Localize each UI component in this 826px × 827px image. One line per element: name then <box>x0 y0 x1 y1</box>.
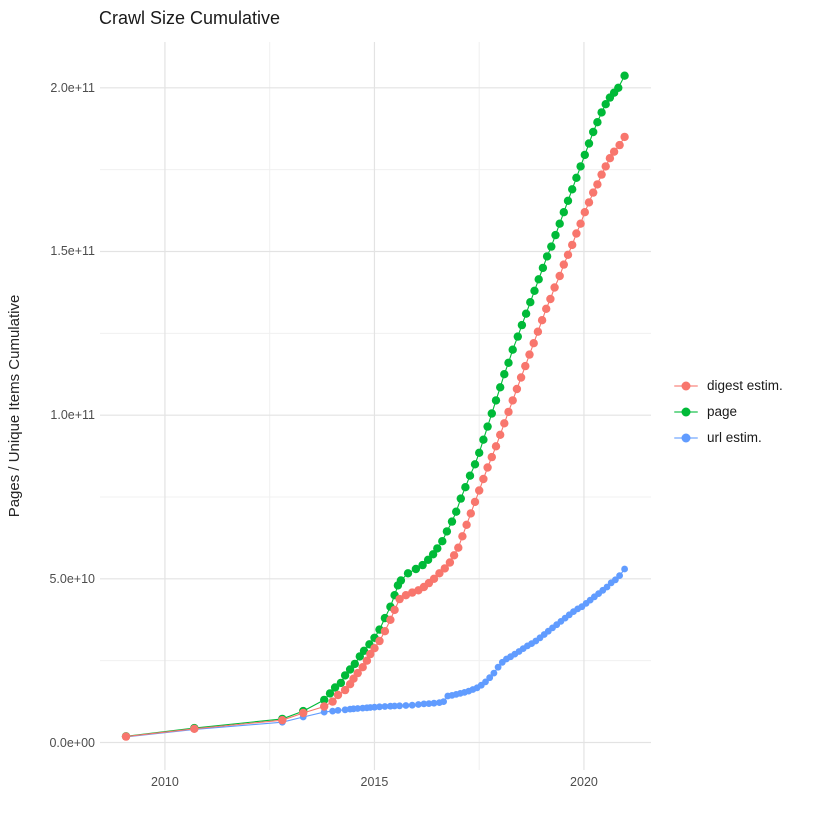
legend-item-page: page <box>674 404 783 419</box>
series-line <box>125 568 626 738</box>
series-url-estim <box>122 565 628 741</box>
series-digest-estim <box>121 132 629 741</box>
chart-title: Crawl Size Cumulative <box>99 8 281 28</box>
legend-item-url-estim: url estim. <box>674 430 783 445</box>
gridlines-minor <box>100 42 651 770</box>
legend-label: digest estim. <box>707 378 783 393</box>
gridlines-major <box>100 42 651 770</box>
legend-key-icon <box>674 405 698 419</box>
legend: digest estim. page url estim. <box>674 378 783 445</box>
y-tick-label: 0.0e+00 <box>49 735 95 750</box>
legend-item-digest-estim: digest estim. <box>674 378 783 393</box>
y-tick-label: 5.0e+10 <box>49 571 95 586</box>
series-page <box>121 71 629 741</box>
legend-key-icon <box>674 431 698 445</box>
y-axis-title: Pages / Unique Items Cumulative <box>6 294 23 518</box>
y-tick-label: 2.0e+11 <box>50 80 95 95</box>
x-tick-label: 2020 <box>570 775 598 789</box>
y-tick-label: 1.0e+11 <box>50 408 95 423</box>
legend-label: page <box>707 404 738 419</box>
legend-key-icon <box>674 379 698 393</box>
legend-label: url estim. <box>707 430 762 445</box>
x-tick-label: 2015 <box>360 775 389 789</box>
x-tick-label: 2010 <box>151 775 179 789</box>
y-tick-label: 1.5e+11 <box>50 244 95 259</box>
